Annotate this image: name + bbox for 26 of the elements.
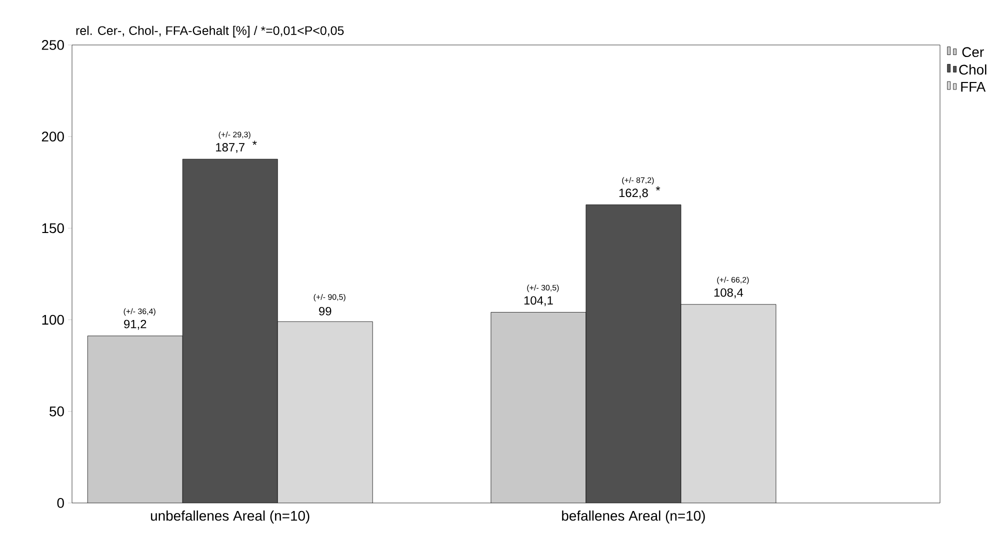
data-label: 91,2 xyxy=(124,320,146,330)
data-label: 187,7 xyxy=(216,143,244,153)
legend-label: FFA xyxy=(961,82,986,92)
x-tick-label: unbefallenes Areal (n=10) xyxy=(150,510,310,524)
legend-label: Cer xyxy=(962,47,984,58)
y-tick-label: 0 xyxy=(57,498,64,508)
y-tick-label: 100 xyxy=(42,314,64,325)
data-label: 162,8 xyxy=(619,188,648,199)
bar xyxy=(277,321,373,503)
y-tick-label: 150 xyxy=(42,223,64,234)
legend-label: Chol xyxy=(959,64,986,75)
bar xyxy=(680,304,776,503)
bar xyxy=(490,312,586,503)
y-tick-label: 250 xyxy=(42,40,64,50)
annotation: * xyxy=(252,140,257,145)
bar xyxy=(87,336,183,503)
data-label: 108,4 xyxy=(714,288,744,298)
bar xyxy=(586,204,682,503)
y-tick-label: 50 xyxy=(50,406,64,416)
data-label: 104,1 xyxy=(524,296,553,306)
y-axis-title: rel. Cer-, Chol-, FFA-Gehalt [%] / *=0,01<P<0,05 xyxy=(76,26,344,38)
data-label: 99 xyxy=(319,306,332,316)
annotation: * xyxy=(656,186,660,191)
bar xyxy=(182,158,278,503)
y-tick-label: 200 xyxy=(42,132,64,142)
x-tick-label: befallenes Areal (n=10) xyxy=(562,510,705,524)
